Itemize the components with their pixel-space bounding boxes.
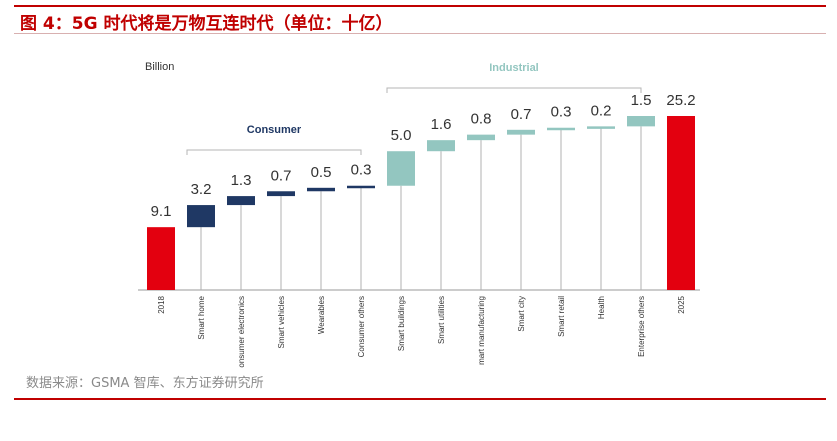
consumer-bracket (186, 149, 362, 155)
value-label-2025: 25.2 (666, 92, 695, 109)
category-label-2018: 2018 (157, 295, 166, 313)
industrial-bracket (386, 87, 642, 93)
value-label-2018: 9.1 (151, 203, 172, 220)
value-label-smart-retail: 0.3 (551, 104, 572, 121)
category-label-health: Health (597, 296, 606, 319)
bar-smart-retail (547, 127, 575, 131)
bar-smart-buildings (387, 151, 415, 186)
source-note: 数据来源：GSMA 智库、东方证券研究所 (26, 376, 264, 391)
bar-wearables (307, 187, 335, 192)
category-label-smart-home: Smart home (197, 295, 206, 339)
category-label-smart-vehicles: Smart vehicles (277, 296, 286, 348)
category-label-2025: 2025 (677, 295, 686, 313)
category-label-smart-city: Smart city (517, 296, 526, 332)
bar-consumer-others (347, 185, 375, 189)
figure-title: 图 4：5G 时代将是万物互连时代（单位：十亿） (20, 14, 393, 34)
bar-smart-city (507, 129, 535, 135)
value-label-smart-home: 3.2 (191, 181, 212, 198)
category-label-smart-buildings: Smart buildings (397, 296, 406, 351)
value-label-consumer-others: 0.3 (351, 162, 372, 179)
waterfall-chart: 9.1 3.2 1.3 0.7 0.5 0.3 5.0 1.6 0.8 0.7 0.3 0.2 1.5 2… (138, 61, 700, 368)
category-label-consumer-electronics: onsumer electronics (237, 296, 246, 368)
bar-consumer-electronics (227, 196, 255, 206)
category-label-enterprise-others: Enterprise others (637, 296, 646, 357)
value-label-consumer-electronics: 1.3 (231, 172, 252, 189)
bar-enterprise-others (627, 116, 655, 127)
category-label-wearables: Wearables (317, 296, 326, 334)
category-label-consumer-others: Consumer others (357, 296, 366, 357)
value-label-smart-manufacturing: 0.8 (471, 111, 492, 128)
value-label-enterprise-others: 1.5 (631, 92, 652, 109)
value-label-smart-city: 0.7 (511, 106, 532, 123)
industrial-group-label: Industrial (489, 62, 539, 74)
bottom-rule (14, 398, 826, 400)
bar-2018 (147, 227, 175, 290)
bar-health (587, 126, 615, 129)
bar-2025 (667, 116, 695, 290)
category-label-smart-retail: Smart retail (557, 296, 566, 337)
bar-smart-manufacturing (467, 134, 495, 141)
bar-smart-utilities (427, 140, 455, 152)
bar-smart-vehicles (267, 191, 295, 197)
value-label-smart-vehicles: 0.7 (271, 167, 292, 184)
unit-label: Billion (145, 61, 174, 73)
category-label-smart-manufacturing: mart manufacturing (477, 296, 486, 365)
value-label-wearables: 0.5 (311, 164, 332, 181)
value-label-smart-buildings: 5.0 (391, 127, 412, 144)
consumer-group-label: Consumer (247, 124, 302, 136)
value-label-smart-utilities: 1.6 (431, 116, 452, 133)
value-label-health: 0.2 (591, 102, 612, 119)
title-rule (14, 33, 826, 34)
category-label-smart-utilities: Smart utilities (437, 296, 446, 344)
top-rule (14, 5, 826, 7)
bar-smart-home (187, 205, 215, 228)
